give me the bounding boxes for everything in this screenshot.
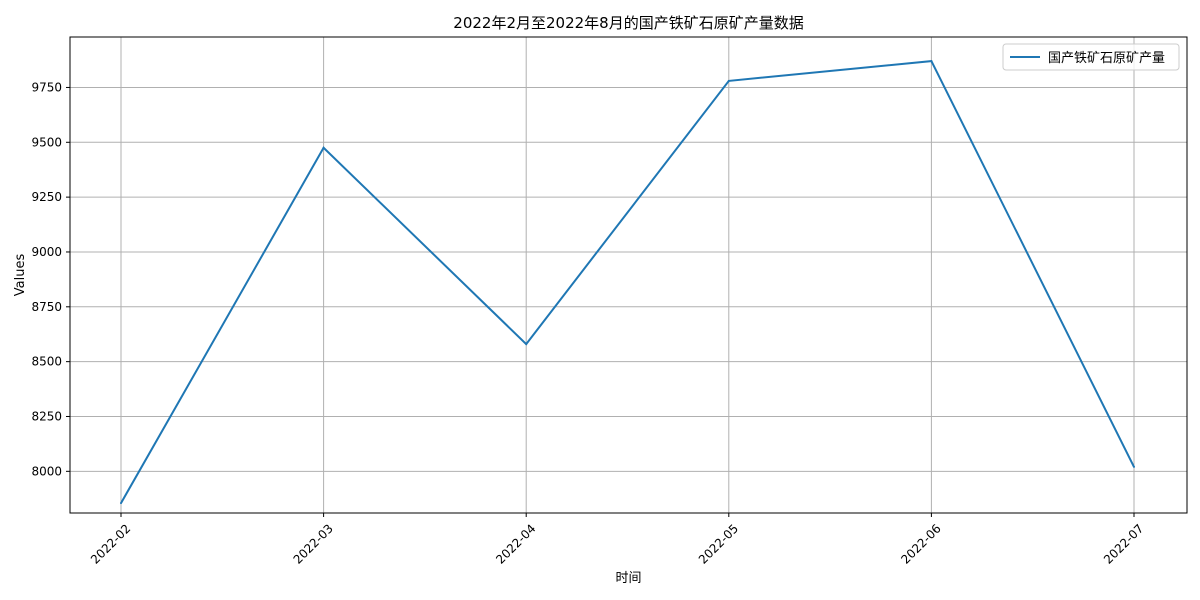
y-tick-label: 9500 <box>31 135 62 149</box>
y-tick-label: 8000 <box>31 464 62 478</box>
legend-box <box>1002 43 1180 71</box>
data-point <box>930 60 933 63</box>
plot-frame <box>69 36 1188 514</box>
legend: 国产铁矿石原矿产量 <box>1002 43 1180 71</box>
y-tick-label: 8500 <box>31 355 62 369</box>
y-axis-ticks: 8000 8250 8500 8750 9000 9250 9500 9750 <box>31 80 70 478</box>
y-tick-label: 8750 <box>31 300 62 314</box>
data-point <box>322 146 325 149</box>
y-tick-label: 8250 <box>31 409 62 423</box>
grid <box>70 37 1187 513</box>
x-axis-label: 时间 <box>615 571 641 586</box>
data-point <box>120 502 122 505</box>
y-tick-label: 9250 <box>31 190 62 204</box>
series-line <box>120 60 1135 504</box>
y-axis-label: Values <box>13 254 28 297</box>
y-tick-label: 9750 <box>31 80 62 94</box>
series-layer <box>120 60 1135 505</box>
data-point <box>525 343 528 346</box>
chart-title: 2022年2月至2022年8月的国产铁矿石原矿产量数据 <box>453 14 803 32</box>
data-point <box>727 79 730 82</box>
data-point <box>1133 465 1135 468</box>
legend-label: 国产铁矿石原矿产量 <box>1048 51 1165 66</box>
y-tick-label: 9000 <box>31 245 62 259</box>
